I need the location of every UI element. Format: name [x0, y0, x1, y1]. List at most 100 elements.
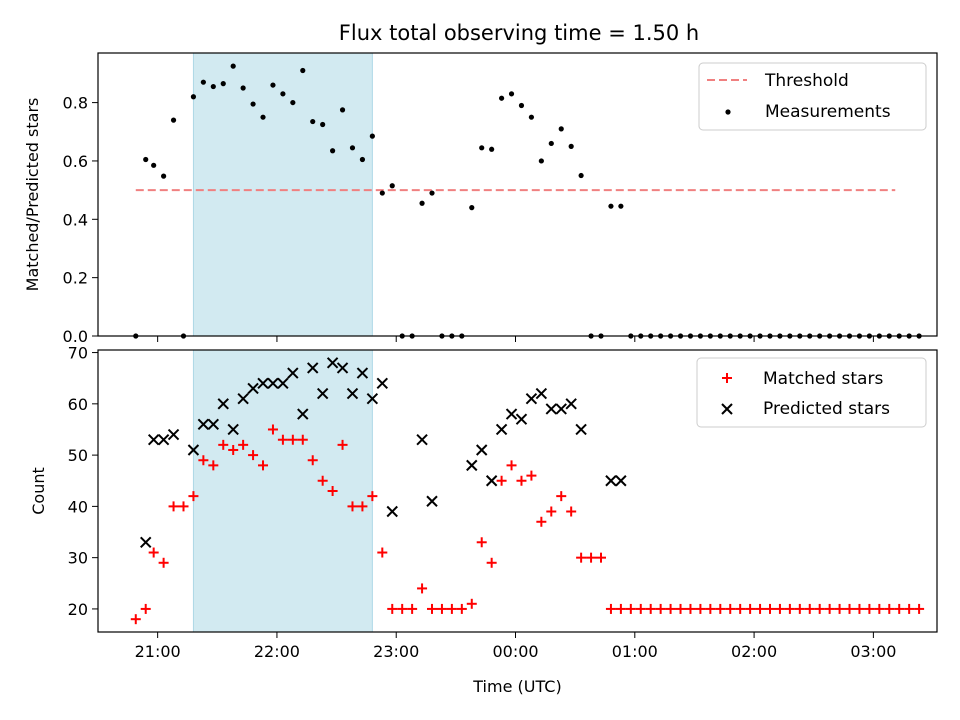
matched-star-point	[814, 603, 825, 614]
matched-star-point	[705, 603, 716, 614]
predicted-star-point	[297, 408, 309, 420]
y-tick-label: 0.6	[63, 152, 88, 171]
matched-star-point	[874, 603, 885, 614]
matched-star-point	[486, 557, 497, 568]
predicted-star-point	[187, 444, 200, 456]
matched-star-point	[208, 460, 219, 471]
matched-star-point	[446, 603, 457, 614]
measurement-point	[469, 205, 475, 211]
matched-star-point	[546, 506, 557, 517]
y-tick-label: 50	[68, 446, 88, 465]
matched-star-point	[635, 603, 646, 614]
matched-star-point	[297, 434, 308, 445]
measurement-point	[379, 190, 385, 196]
legend-measurement-swatch	[725, 109, 731, 115]
measurement-point	[320, 121, 326, 128]
matched-star-point	[596, 552, 607, 563]
matched-star-point	[536, 516, 547, 527]
matched-star-point	[168, 501, 179, 512]
matched-star-point	[258, 460, 269, 471]
measurement-point	[143, 156, 149, 163]
matched-star-point	[377, 547, 388, 558]
matched-star-point	[466, 598, 477, 609]
measurement-point	[210, 83, 216, 90]
matched-star-point	[456, 603, 467, 614]
predicted-star-point	[615, 475, 627, 487]
predicted-star-point	[167, 428, 180, 441]
x-tick-label: 01:00	[612, 642, 658, 661]
plot-frame	[97, 349, 938, 633]
matched-star-point	[715, 603, 726, 614]
matched-star-point	[655, 603, 666, 614]
measurement-point	[339, 107, 346, 113]
predicted-star-point	[555, 403, 567, 415]
predicted-star-point	[157, 434, 170, 446]
y-tick-label: 0.0	[63, 327, 88, 346]
y-axis-label: Count	[29, 467, 48, 515]
predicted-star-point	[545, 403, 558, 415]
measurement-point	[389, 183, 395, 189]
matched-star-point	[615, 603, 626, 614]
measurement-point	[558, 126, 564, 132]
matched-star-point	[556, 491, 567, 502]
matched-star-point	[894, 603, 905, 614]
matched-star-point	[427, 603, 438, 614]
predicted-star-point	[147, 434, 160, 446]
star-count-panel: 20 30 40 50 60 70 Count 21:00 22:00 23:00 00:00 01:…	[29, 344, 938, 696]
y-tick-label: 60	[68, 395, 88, 414]
predicted-star-point	[257, 377, 269, 390]
matched-star-point	[576, 552, 587, 563]
matched-star-point	[327, 486, 338, 496]
x-tick-label: 21:00	[135, 642, 181, 661]
matched-star-point	[864, 603, 875, 614]
measurement-point	[518, 102, 525, 109]
measurement-point	[330, 148, 336, 154]
matched-star-point	[725, 603, 736, 614]
matched-star-point	[218, 439, 229, 450]
predicted-star-point	[515, 413, 528, 425]
matched-star-point	[735, 603, 746, 614]
matched-star-point	[387, 603, 398, 614]
predicted-star-point	[535, 387, 548, 400]
matched-star-point	[645, 603, 656, 614]
predicted-star-point	[376, 377, 389, 390]
matched-star-point	[277, 434, 288, 445]
measurement-point	[618, 203, 624, 209]
matched-star-point	[248, 450, 259, 461]
observing-window-shade	[192, 349, 373, 633]
measurement-point	[349, 145, 356, 151]
measurement-point	[170, 117, 177, 123]
measurement-point	[310, 118, 316, 125]
measurement-point	[528, 114, 535, 120]
matched-star-point	[307, 455, 318, 466]
matched-star-point	[784, 603, 795, 614]
matched-star-point	[367, 491, 378, 502]
matched-star-point	[675, 603, 686, 614]
matched-star-point	[407, 603, 418, 614]
matched-star-point	[238, 439, 249, 450]
matched-star-point	[625, 603, 636, 614]
predicted-star-point	[605, 475, 617, 487]
y-tick-label: 0.4	[63, 210, 88, 229]
predicted-star-point	[505, 408, 518, 420]
measurement-point	[250, 101, 256, 107]
predicted-star-point	[316, 387, 329, 400]
legend: Matched stars Predicted stars	[696, 357, 927, 428]
matched-star-point	[824, 603, 835, 614]
y-tick-label: 40	[68, 497, 88, 516]
measurement-point	[548, 140, 554, 147]
predicted-star-point	[326, 357, 339, 369]
matched-star-point	[745, 603, 756, 614]
matched-star-point	[148, 547, 159, 558]
predicted-star-point	[267, 377, 279, 390]
predicted-star-point	[140, 536, 152, 548]
matched-star-point	[476, 537, 487, 548]
predicted-star-point	[346, 387, 359, 400]
matched-star-point	[130, 614, 141, 625]
measurement-point	[200, 79, 206, 85]
matched-star-point	[665, 603, 676, 614]
predicted-star-point	[197, 418, 210, 431]
measurement-point	[151, 162, 157, 168]
matched-star-point	[140, 603, 151, 614]
